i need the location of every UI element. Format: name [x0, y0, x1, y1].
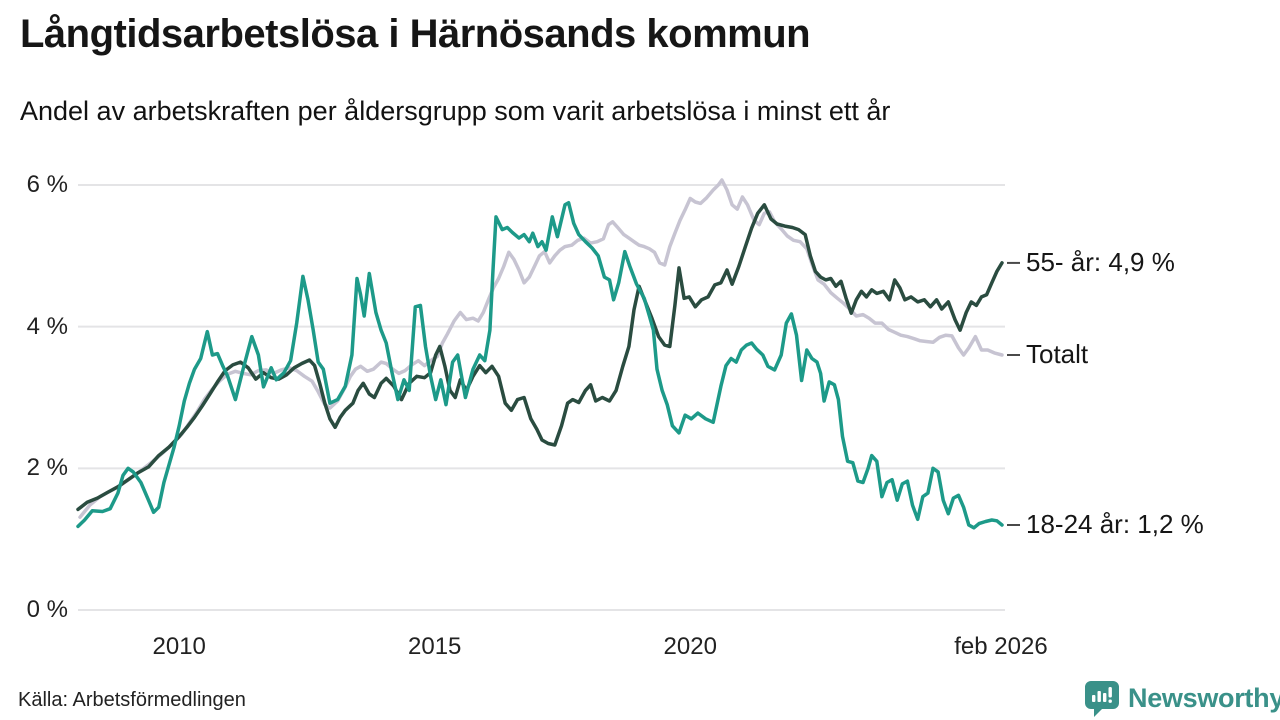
x-tick-label-feb-2026: feb 2026: [954, 633, 1048, 660]
series-line-18-24-r: [76, 200, 1004, 530]
y-tick-label-4: 4 %: [26, 312, 68, 340]
y-tick-label-0: 0 %: [26, 596, 68, 623]
newsworthy-logo: Newsworthy: [1084, 680, 1280, 717]
source-note: Källa: Arbetsförmedlingen: [18, 689, 246, 711]
x-tick-label-2020: 2020: [663, 633, 717, 660]
end-label-18-24-r: 18-24 år: 1,2 %: [1026, 509, 1204, 539]
series-line-55-r: [76, 203, 1004, 512]
chart-subtitle: Andel av arbetskraften per åldersgrupp s…: [20, 96, 891, 126]
x-tick-label-2010: 2010: [152, 633, 206, 660]
newsworthy-wordmark: Newsworthy: [1128, 683, 1280, 713]
y-tick-label-6: 6 %: [26, 171, 68, 198]
newsworthy-bubble-icon: [1085, 681, 1119, 717]
series-line-totalt: [78, 178, 1004, 519]
y-tick-label-2: 2 %: [26, 454, 68, 482]
end-label-55-r: 55- år: 4,9 %: [1026, 246, 1175, 277]
page-title: Långtidsarbetslösa i Härnösands kommun: [20, 12, 811, 56]
end-label-totalt: Totalt: [1026, 339, 1089, 369]
x-tick-label-2015: 2015: [408, 633, 462, 660]
